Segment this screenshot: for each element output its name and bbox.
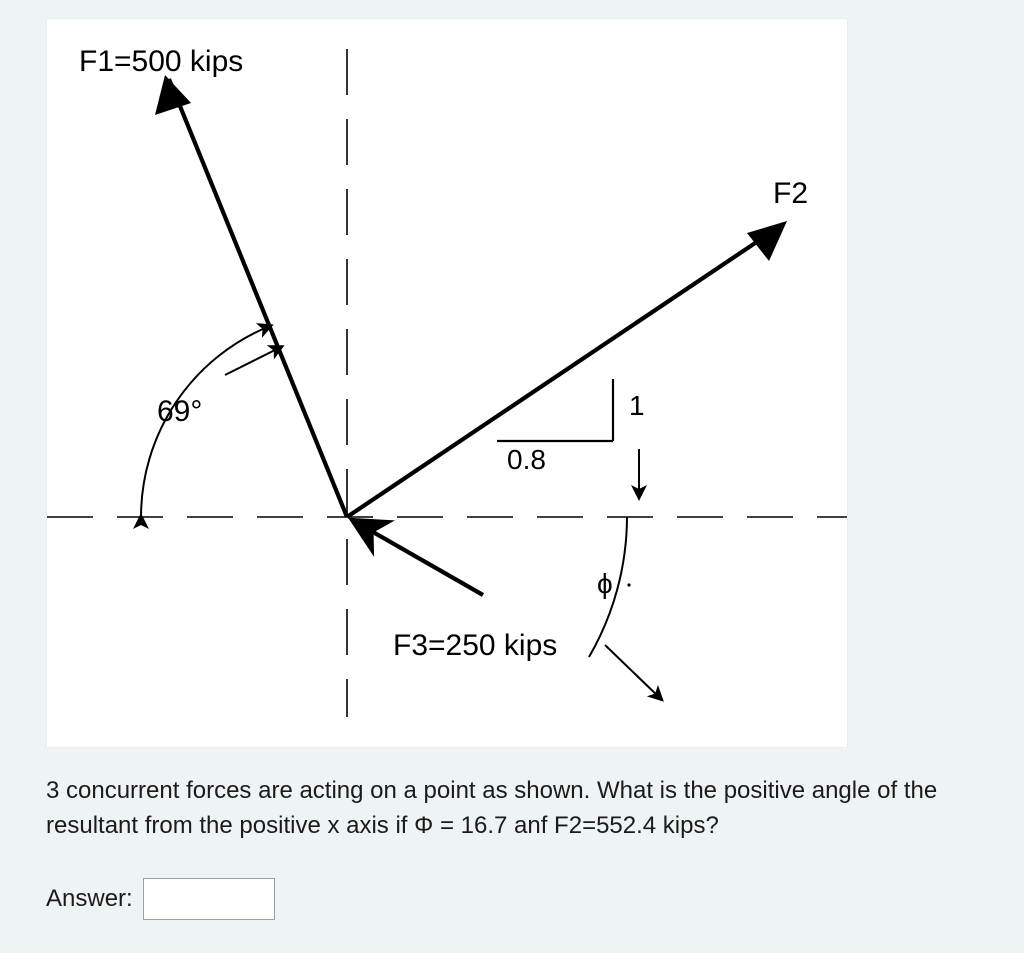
phi-leader bbox=[605, 645, 661, 699]
force-f1-arrowhead bbox=[155, 75, 191, 115]
force-f1 bbox=[169, 79, 347, 517]
label-f1: F1=500 kips bbox=[79, 45, 243, 78]
label-angle-69: 69° bbox=[157, 395, 202, 428]
label-phi: ϕ bbox=[597, 568, 613, 599]
label-slope-run: 0.8 bbox=[507, 444, 546, 475]
question-text: 3 concurrent forces are acting on a poin… bbox=[46, 774, 966, 844]
label-slope-rise: 1 bbox=[629, 390, 645, 421]
page: F1=500 kips 69° F2 0.8 1 F3=250 kips ϕ bbox=[0, 0, 1024, 953]
label-f2: F2 bbox=[773, 177, 808, 210]
answer-input[interactable] bbox=[143, 878, 275, 920]
force-f2-arrowhead bbox=[747, 221, 787, 261]
answer-row: Answer: bbox=[46, 878, 1000, 920]
phi-dot bbox=[627, 583, 630, 586]
answer-label: Answer: bbox=[46, 885, 133, 913]
angle-69-leader bbox=[225, 347, 281, 375]
label-f3: F3=250 kips bbox=[393, 629, 557, 662]
force-f3 bbox=[359, 524, 483, 595]
force-f2 bbox=[347, 227, 779, 517]
force-diagram: F1=500 kips 69° F2 0.8 1 F3=250 kips ϕ bbox=[46, 18, 848, 748]
diagram-svg: F1=500 kips 69° F2 0.8 1 F3=250 kips ϕ bbox=[47, 19, 847, 747]
